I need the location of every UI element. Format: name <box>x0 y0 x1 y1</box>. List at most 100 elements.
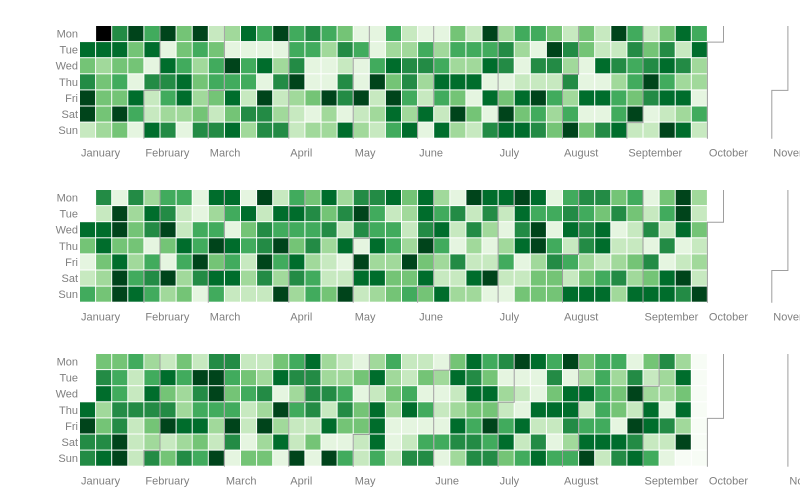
day-cell[interactable] <box>691 386 707 402</box>
day-cell[interactable] <box>514 450 530 466</box>
day-cell[interactable] <box>482 190 498 206</box>
day-cell[interactable] <box>337 122 353 138</box>
day-cell[interactable] <box>434 42 450 58</box>
day-cell[interactable] <box>563 370 579 386</box>
day-cell[interactable] <box>546 90 562 106</box>
day-cell[interactable] <box>546 402 562 418</box>
day-cell[interactable] <box>192 354 208 370</box>
day-cell[interactable] <box>128 222 144 238</box>
day-cell[interactable] <box>482 238 498 254</box>
day-cell[interactable] <box>514 402 530 418</box>
day-cell[interactable] <box>257 434 273 450</box>
day-cell[interactable] <box>691 418 707 434</box>
day-cell[interactable] <box>144 42 160 58</box>
day-cell[interactable] <box>192 254 208 270</box>
day-cell[interactable] <box>675 122 691 138</box>
day-cell[interactable] <box>595 238 611 254</box>
day-cell[interactable] <box>385 418 401 434</box>
day-cell[interactable] <box>96 122 112 138</box>
day-cell[interactable] <box>563 26 579 42</box>
day-cell[interactable] <box>321 122 337 138</box>
day-cell[interactable] <box>241 74 257 90</box>
day-cell[interactable] <box>482 354 498 370</box>
day-cell[interactable] <box>514 354 530 370</box>
day-cell[interactable] <box>224 26 240 42</box>
day-cell[interactable] <box>546 354 562 370</box>
day-cell[interactable] <box>611 386 627 402</box>
day-cell[interactable] <box>643 370 659 386</box>
day-cell[interactable] <box>176 402 192 418</box>
day-cell[interactable] <box>611 122 627 138</box>
day-cell[interactable] <box>402 238 418 254</box>
day-cell[interactable] <box>498 58 514 74</box>
day-cell[interactable] <box>208 122 224 138</box>
day-cell[interactable] <box>643 42 659 58</box>
day-cell[interactable] <box>305 58 321 74</box>
day-cell[interactable] <box>176 190 192 206</box>
day-cell[interactable] <box>498 238 514 254</box>
day-cell[interactable] <box>563 122 579 138</box>
day-cell[interactable] <box>643 402 659 418</box>
day-cell[interactable] <box>305 450 321 466</box>
day-cell[interactable] <box>321 450 337 466</box>
day-cell[interactable] <box>691 90 707 106</box>
day-cell[interactable] <box>450 450 466 466</box>
day-cell[interactable] <box>208 434 224 450</box>
day-cell[interactable] <box>337 418 353 434</box>
day-cell[interactable] <box>144 402 160 418</box>
day-cell[interactable] <box>112 74 128 90</box>
day-cell[interactable] <box>514 106 530 122</box>
day-cell[interactable] <box>257 354 273 370</box>
day-cell[interactable] <box>321 386 337 402</box>
day-cell[interactable] <box>498 122 514 138</box>
day-cell[interactable] <box>530 26 546 42</box>
day-cell[interactable] <box>128 354 144 370</box>
day-cell[interactable] <box>402 286 418 302</box>
day-cell[interactable] <box>305 270 321 286</box>
day-cell[interactable] <box>321 74 337 90</box>
day-cell[interactable] <box>611 354 627 370</box>
day-cell[interactable] <box>482 74 498 90</box>
day-cell[interactable] <box>434 222 450 238</box>
day-cell[interactable] <box>530 222 546 238</box>
day-cell[interactable] <box>128 286 144 302</box>
day-cell[interactable] <box>563 418 579 434</box>
day-cell[interactable] <box>498 418 514 434</box>
day-cell[interactable] <box>466 222 482 238</box>
day-cell[interactable] <box>241 418 257 434</box>
day-cell[interactable] <box>450 222 466 238</box>
day-cell[interactable] <box>369 450 385 466</box>
day-cell[interactable] <box>546 434 562 450</box>
day-cell[interactable] <box>643 122 659 138</box>
day-cell[interactable] <box>643 74 659 90</box>
day-cell[interactable] <box>643 90 659 106</box>
day-cell[interactable] <box>160 450 176 466</box>
day-cell[interactable] <box>675 270 691 286</box>
day-cell[interactable] <box>530 286 546 302</box>
day-cell[interactable] <box>257 222 273 238</box>
day-cell[interactable] <box>112 222 128 238</box>
day-cell[interactable] <box>273 190 289 206</box>
day-cell[interactable] <box>144 106 160 122</box>
day-cell[interactable] <box>691 238 707 254</box>
day-cell[interactable] <box>498 190 514 206</box>
day-cell[interactable] <box>112 270 128 286</box>
day-cell[interactable] <box>112 402 128 418</box>
day-cell[interactable] <box>691 354 707 370</box>
day-cell[interactable] <box>466 122 482 138</box>
day-cell[interactable] <box>450 122 466 138</box>
day-cell[interactable] <box>579 402 595 418</box>
day-cell[interactable] <box>273 222 289 238</box>
day-cell[interactable] <box>627 106 643 122</box>
day-cell[interactable] <box>273 270 289 286</box>
day-cell[interactable] <box>192 386 208 402</box>
day-cell[interactable] <box>353 26 369 42</box>
day-cell[interactable] <box>337 354 353 370</box>
day-cell[interactable] <box>337 90 353 106</box>
day-cell[interactable] <box>627 58 643 74</box>
day-cell[interactable] <box>385 402 401 418</box>
day-cell[interactable] <box>627 222 643 238</box>
day-cell[interactable] <box>176 42 192 58</box>
day-cell[interactable] <box>160 286 176 302</box>
day-cell[interactable] <box>643 222 659 238</box>
